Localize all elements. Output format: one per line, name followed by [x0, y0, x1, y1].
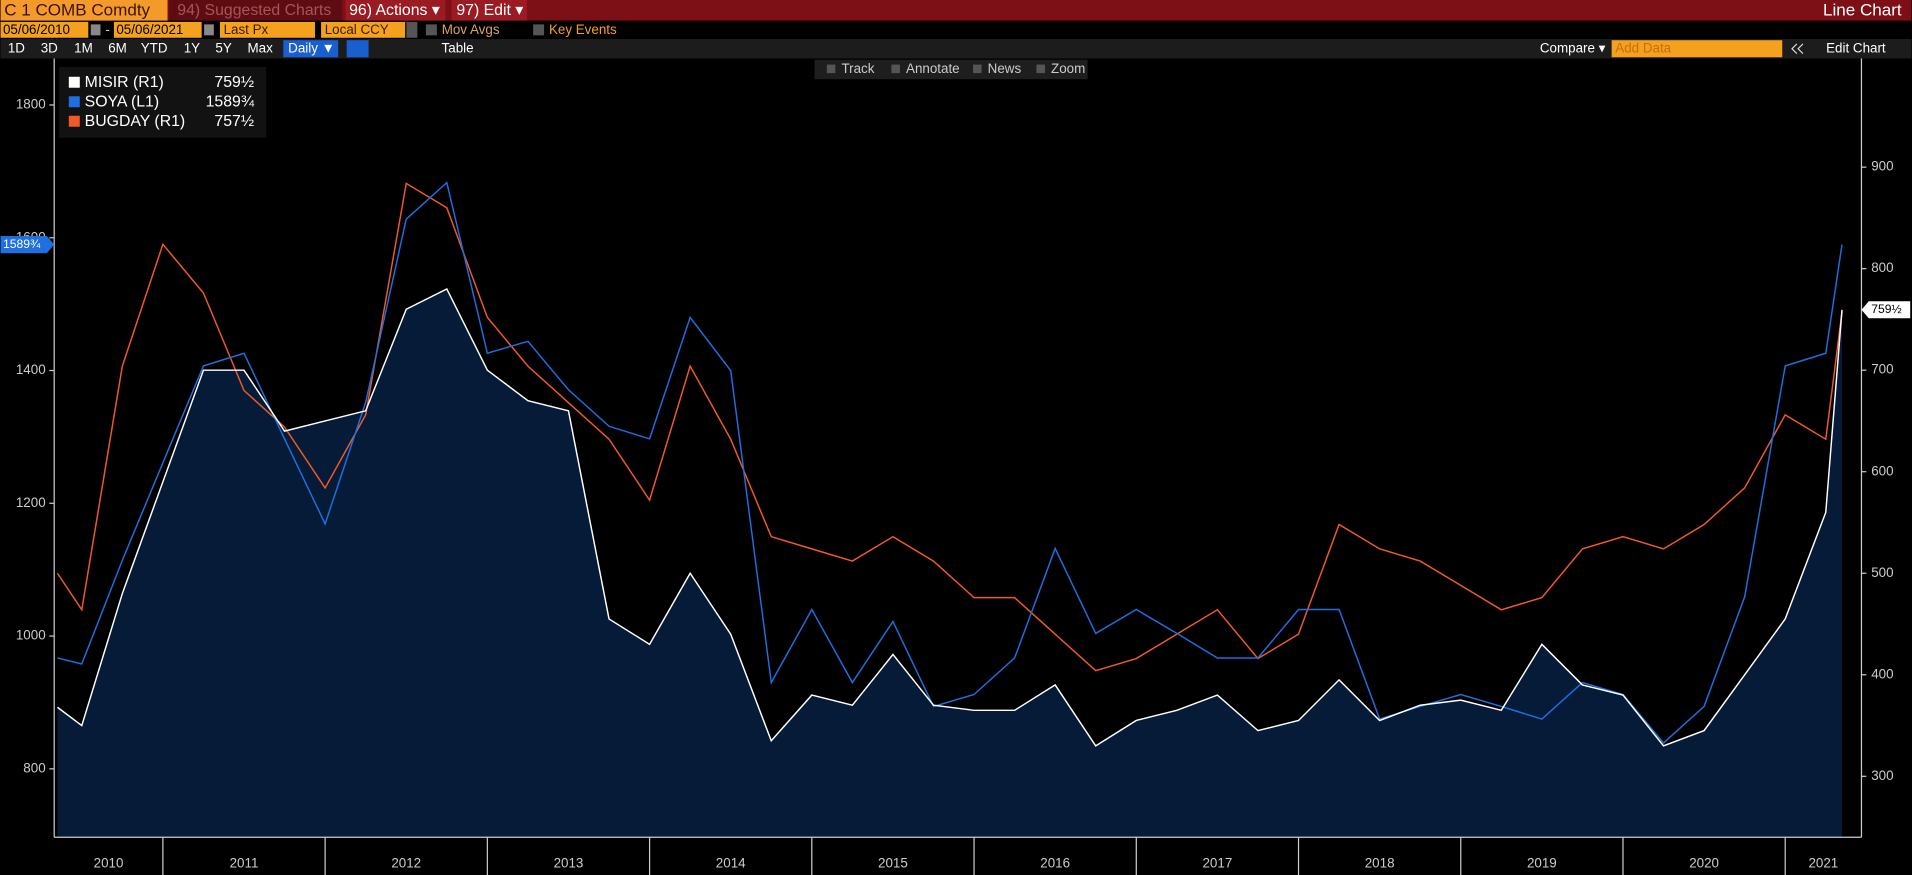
calendar-icon[interactable] [90, 24, 101, 36]
checkbox[interactable] [425, 24, 437, 36]
checkbox[interactable] [533, 24, 545, 36]
field[interactable]: Last Px [224, 22, 269, 37]
menu-box[interactable] [168, 0, 342, 21]
last-value-tag [1861, 301, 1911, 319]
y-tick-label: 1200 [16, 495, 46, 510]
y2-tick-label: 600 [1871, 463, 1893, 478]
period-bar [0, 38, 1912, 59]
x-tick-label: 2020 [1689, 856, 1719, 871]
legend-swatch [68, 76, 80, 88]
tool-icon[interactable] [1036, 64, 1045, 74]
field-box[interactable] [219, 21, 315, 38]
y-tick-label: 1400 [16, 362, 46, 377]
dropdown[interactable] [406, 21, 418, 38]
currency-box[interactable] [321, 21, 406, 38]
x-tick-label: 2017 [1203, 856, 1233, 871]
tool-icon[interactable] [973, 64, 982, 74]
add-data-box[interactable] [1611, 40, 1783, 58]
tool-icon[interactable] [826, 64, 836, 74]
toggle[interactable]: Key Events [549, 22, 617, 37]
security[interactable]: C 1 COMB Comdty [4, 0, 150, 19]
series-line [57, 181, 1843, 745]
x-tick-label: 2010 [94, 856, 124, 871]
tool-button[interactable]: Zoom [1051, 61, 1085, 76]
y2-tick-label: 800 [1871, 260, 1893, 275]
legend-value: 757½ [214, 113, 254, 130]
y2-tick-label: 500 [1871, 565, 1893, 580]
x-tick-label: 2011 [230, 856, 259, 871]
menu[interactable]: 94) Suggested Charts [177, 2, 331, 19]
x-tick-label: 2013 [554, 856, 584, 871]
y2-tick-label: 700 [1871, 362, 1893, 377]
tool-button[interactable]: Annotate [906, 61, 960, 76]
last-value-label: 1589¾ [3, 237, 41, 251]
x-tick-label: 2014 [716, 856, 746, 871]
legend-value: 1589¾ [206, 94, 255, 111]
tool-icon[interactable] [891, 64, 900, 74]
legend-swatch [68, 115, 80, 127]
period-button[interactable]: 1D [8, 40, 25, 55]
legend-value: 759½ [214, 74, 254, 91]
x-tick-label: 2018 [1365, 856, 1395, 871]
period-button[interactable]: 6M [108, 40, 127, 55]
legend-name: MISIR (R1) [85, 74, 164, 91]
date-box[interactable] [0, 21, 89, 38]
currency[interactable]: Local CCY [325, 22, 389, 37]
menu[interactable]: 97) Edit ▾ [456, 2, 523, 19]
y-tick-label: 1800 [16, 97, 46, 112]
period-button[interactable]: Max [247, 40, 273, 55]
x-tick-label: 2021 [1808, 856, 1838, 871]
period-button[interactable]: 1M [74, 40, 93, 55]
x-tick-label: 2016 [1040, 856, 1070, 871]
x-tick-label: 2019 [1527, 856, 1557, 871]
y2-tick-label: 400 [1871, 666, 1893, 681]
menu-box[interactable] [451, 0, 528, 21]
compare-button[interactable]: Compare ▾ [1540, 40, 1606, 55]
legend-swatch [68, 96, 80, 108]
security-box[interactable] [0, 0, 168, 21]
view-name: Line Chart [1823, 0, 1902, 19]
legend-box [59, 67, 267, 138]
collapse-icon[interactable] [1791, 43, 1804, 55]
start-date[interactable]: 05/06/2010 [3, 22, 70, 37]
area [57, 288, 1842, 838]
last-value-tag [0, 236, 55, 254]
tool-bar [814, 59, 1088, 80]
series-line [56, 182, 1843, 672]
menu-box[interactable] [345, 0, 446, 21]
tool-button[interactable]: Track [841, 61, 874, 76]
add-data[interactable]: Add Data [1615, 40, 1671, 55]
settings-bar [0, 20, 1912, 39]
y-tick-label: 800 [23, 760, 45, 775]
line-style-button[interactable] [346, 40, 369, 58]
calendar-icon[interactable] [204, 24, 214, 36]
period-button[interactable]: YTD [141, 40, 168, 55]
y-tick-label: 1000 [16, 628, 46, 643]
period-button[interactable]: 1Y [184, 40, 200, 55]
period-button[interactable]: 5Y [215, 40, 231, 55]
legend-name: SOYA (L1) [85, 94, 159, 111]
frequency-box[interactable] [283, 40, 339, 58]
edit-chart-button[interactable]: Edit Chart [1826, 40, 1886, 55]
legend-name: BUGDAY (R1) [85, 113, 186, 130]
x-tick-label: 2012 [391, 856, 421, 871]
toggle[interactable]: Mov Avgs [442, 22, 500, 37]
frequency[interactable]: Daily ▼ [288, 40, 335, 55]
y2-tick-label: 300 [1871, 768, 1893, 783]
period-button[interactable]: 3D [41, 40, 58, 55]
tool-button[interactable]: News [988, 61, 1022, 76]
date-box[interactable] [113, 21, 202, 38]
table-button[interactable]: Table [442, 40, 474, 55]
y2-tick-label: 900 [1871, 159, 1893, 174]
series-line [56, 287, 1843, 747]
menu[interactable]: 96) Actions ▾ [349, 2, 440, 19]
date-separator: - [105, 22, 109, 37]
end-date[interactable]: 05/06/2021 [116, 22, 183, 37]
last-value-label: 759½ [1871, 302, 1901, 316]
x-tick-label: 2015 [878, 856, 908, 871]
